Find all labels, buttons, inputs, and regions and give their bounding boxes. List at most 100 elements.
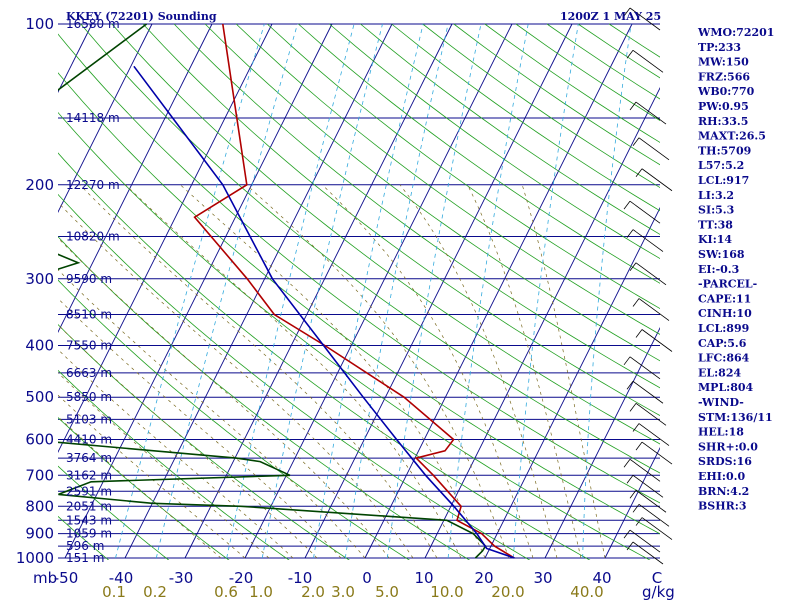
wind-barb: [629, 7, 661, 31]
wind-barb-flag: [629, 490, 637, 499]
wind-barb-flag: [635, 517, 643, 526]
mixing-ratio-line: [261, 23, 383, 559]
temperature-tick-label: -40: [109, 569, 134, 587]
wind-barb: [638, 298, 670, 321]
height-label: 16580 m: [66, 17, 120, 31]
index-entry: RH:33.5: [698, 115, 748, 128]
height-label: 7550 m: [66, 339, 112, 353]
dry-adiabat-line: [58, 152, 591, 560]
moist-adiabat-line: [58, 324, 318, 559]
sounding-time: 1200Z 1 MAY 25: [560, 10, 661, 23]
index-entry: EL:824: [698, 366, 741, 379]
index-entry: CAPE:11: [698, 292, 751, 305]
height-label: 14118 m: [66, 111, 120, 125]
moist-adiabat-line: [79, 184, 438, 559]
height-label: 12270 m: [66, 178, 120, 192]
mixing-ratio-label: 5.0: [375, 583, 399, 600]
moist-adiabat-line: [58, 201, 414, 559]
dry-adiabat-line: [58, 465, 170, 560]
index-entry: LI:3.2: [698, 189, 734, 202]
height-label: 5103 m: [66, 412, 112, 426]
height-label: 3764 m: [66, 451, 112, 465]
pressure-tick-label: 600: [25, 431, 54, 449]
wind-barb-flag: [623, 356, 631, 366]
isotherm-line: [604, 446, 660, 559]
height-label: 9590 m: [66, 272, 112, 286]
wind-barb-flag: [629, 403, 637, 412]
station-title: KKEY (72201) Sounding: [66, 10, 217, 23]
mixing-ratio-label: 3.0: [331, 583, 355, 600]
pressure-unit-label: mb: [33, 569, 57, 587]
dry-adiabat-line: [329, 23, 660, 260]
pressure-tick-label: 900: [25, 525, 54, 543]
index-entry: HEL:18: [698, 426, 744, 439]
pressure-tick-label: 300: [25, 270, 54, 288]
moist-adiabat-line: [246, 184, 510, 559]
dry-adiabat-line: [58, 417, 230, 560]
wind-barb: [641, 517, 673, 540]
wind-barb-flag: [626, 541, 634, 551]
isotherm-line: [304, 23, 573, 559]
index-entry: BRN:4.2: [698, 485, 749, 498]
height-label: 10820 m: [66, 229, 120, 243]
wind-barb-flag: [635, 329, 643, 338]
wind-barb-flag: [635, 168, 643, 177]
index-entry: -WIND-: [698, 396, 744, 409]
index-entry: SRDS:16: [698, 455, 752, 468]
temperature-tick-label: -20: [229, 569, 254, 587]
wind-barb: [635, 262, 667, 286]
moist-adiabat-line: [58, 372, 270, 559]
mixing-ratio-line: [155, 23, 298, 559]
isotherm-line: [58, 23, 273, 454]
isotherm-line: [484, 206, 660, 559]
dry-adiabat-line: [58, 111, 651, 560]
index-entry: L57:5.2: [698, 159, 744, 172]
wind-barb-flag: [623, 200, 631, 210]
isotherm-line: [58, 23, 213, 334]
wind-barb: [635, 101, 667, 125]
index-entry: LFC:864: [698, 352, 750, 365]
dewpoint-profile: [58, 23, 487, 559]
moist-adiabat-line: [467, 184, 582, 559]
wind-barb-flag: [632, 137, 640, 147]
moist-adiabat-line: [58, 237, 390, 559]
isotherm-line: [124, 23, 393, 559]
index-entry: TH:5709: [698, 144, 751, 157]
moist-adiabat-line: [58, 394, 246, 559]
mixing-ratio-label: 40.0: [570, 583, 603, 600]
wind-barb: [629, 458, 661, 482]
wind-barb: [632, 229, 664, 252]
moist-adiabat-line: [58, 349, 294, 559]
temperature-tick-label: -50: [54, 569, 79, 587]
mixing-ratio-unit: g/kg: [642, 583, 675, 600]
dry-adiabat-line: [58, 515, 110, 560]
wind-barb-flag: [623, 529, 631, 539]
wind-barb: [635, 489, 667, 513]
index-entry: TP:233: [698, 41, 741, 54]
index-entry: PW:0.95: [698, 100, 749, 113]
wind-barb: [629, 529, 661, 553]
height-label: 4410 m: [66, 433, 112, 447]
wind-barb: [641, 329, 673, 352]
dry-adiabat-line: [58, 72, 660, 535]
index-entry: LCL:899: [698, 322, 749, 335]
isotherm-line: [58, 23, 153, 214]
chart-grid: [58, 23, 660, 560]
pressure-tick-label: 100: [25, 15, 54, 33]
mixing-ratio-label: 2.0: [301, 583, 325, 600]
wind-barb: [629, 356, 661, 380]
index-entry: CINH:10: [698, 307, 752, 320]
temperature-tick-label: C: [652, 569, 662, 587]
mixing-ratio-label: 0.1: [102, 583, 126, 600]
pressure-tick-label: 400: [25, 337, 54, 355]
temperature-tick-label: 30: [533, 569, 552, 587]
height-label: 8510 m: [66, 308, 112, 322]
chart-curves: [58, 23, 515, 559]
index-entry: EI:-0.3: [698, 263, 739, 276]
index-entry: LCL:917: [698, 174, 749, 187]
index-entry: BSHR:3: [698, 500, 747, 513]
wind-barbs: [623, 7, 673, 565]
pressure-tick-label: 200: [25, 176, 54, 194]
temperature-tick-label: 40: [592, 569, 611, 587]
moist-adiabat-line: [521, 184, 606, 559]
